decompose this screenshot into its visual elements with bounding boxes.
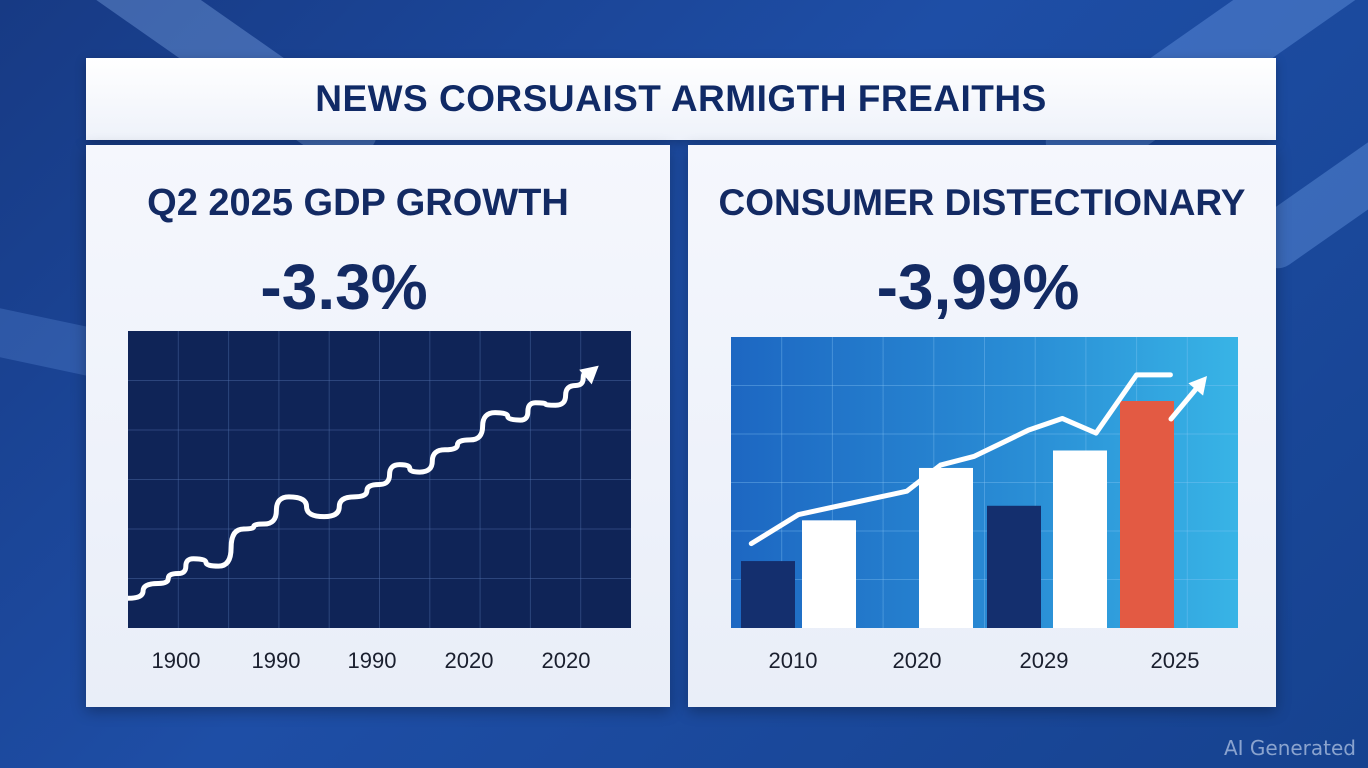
ai-generated-watermark: AI Generated xyxy=(1223,736,1356,760)
consumer-bar xyxy=(1120,401,1174,628)
consumer-bar xyxy=(741,561,795,628)
x-tick-label: 2025 xyxy=(1150,648,1200,673)
x-tick-label: 1990 xyxy=(251,648,301,673)
gdp-line-chart-svg xyxy=(128,331,631,628)
gdp-growth-panel: Q2 2025 GDP GROWTH -3.3% 1900 1990 1990 202… xyxy=(86,145,670,707)
gdp-series-line xyxy=(128,368,594,601)
consumer-trend-line xyxy=(748,372,1173,547)
consumer-headline-value: -3,99% xyxy=(876,251,1080,323)
x-tick-label: 2020 xyxy=(892,648,942,673)
consumer-bar-chart xyxy=(731,337,1238,628)
headline-bar: NEWS CORSUAIST ARMIGTH FREAITHS xyxy=(86,58,1276,140)
gdp-chart-title: Q2 2025 GDP GROWTH xyxy=(147,182,569,224)
x-tick-label: 1900 xyxy=(151,648,201,673)
x-tick-label: 2020 xyxy=(444,648,494,673)
consumer-panel: CONSUMER DISTECTIONARY -3,99% 2010 2020 20… xyxy=(688,145,1276,707)
consumer-bar xyxy=(987,505,1041,628)
consumer-bar-chart-svg xyxy=(731,337,1238,628)
gdp-line-chart xyxy=(128,331,631,628)
gdp-trend-arrow xyxy=(579,365,599,385)
headline-title: NEWS CORSUAIST ARMIGTH FREAITHS xyxy=(315,78,1047,119)
gdp-headline-value: -3.3% xyxy=(260,251,428,323)
x-tick-label: 2029 xyxy=(1019,648,1069,673)
consumer-trend-arrow xyxy=(1188,376,1207,396)
x-tick-label: 2010 xyxy=(768,648,818,673)
x-tick-label: 2020 xyxy=(541,648,591,673)
consumer-bar xyxy=(1053,450,1107,628)
consumer-chart-title: CONSUMER DISTECTIONARY xyxy=(718,182,1246,223)
consumer-bar xyxy=(919,467,973,628)
x-tick-label: 1990 xyxy=(347,648,397,673)
consumer-bar xyxy=(802,520,856,628)
